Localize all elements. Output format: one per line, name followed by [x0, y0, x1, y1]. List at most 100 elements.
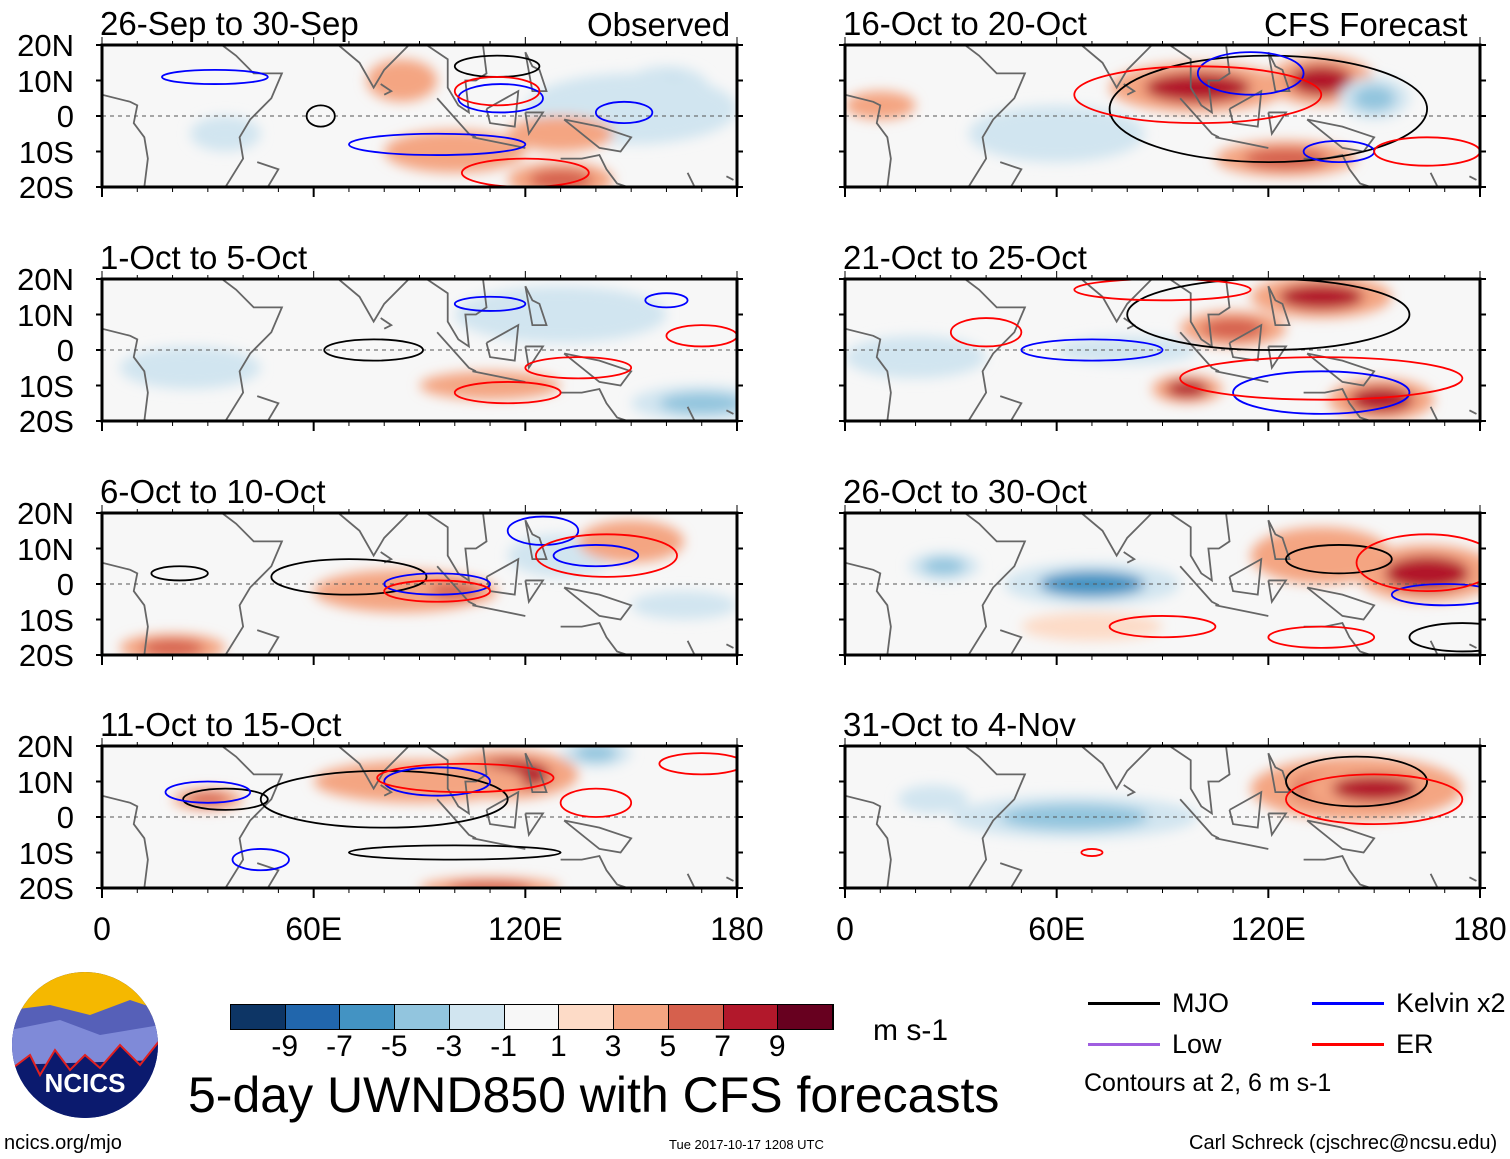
website-link[interactable]: ncics.org/mjo — [4, 1132, 122, 1154]
lat-tick-label: 10N — [17, 297, 74, 333]
coastline — [999, 161, 1023, 187]
colorbar-swatch — [449, 1005, 505, 1029]
colorbar-tick-label: -7 — [326, 1030, 353, 1063]
er-contour — [524, 356, 633, 380]
colorbar-tick-label: -1 — [490, 1030, 517, 1063]
map-panel — [96, 738, 743, 898]
kelvin-contour — [348, 132, 527, 156]
anomaly-core — [1243, 147, 1329, 170]
panel-title: 16-Oct to 20-Oct — [843, 5, 1087, 42]
lon-tick-label: 120E — [1230, 911, 1306, 947]
colorbar-swatch — [285, 1005, 341, 1029]
coastline — [1215, 604, 1269, 617]
er-contour — [383, 579, 491, 603]
er-contour — [376, 762, 555, 794]
anomaly-core — [1349, 386, 1413, 413]
anomaly-core — [659, 392, 737, 414]
lat-tick-label: 20N — [17, 496, 74, 531]
coastline — [1080, 45, 1153, 90]
coastline — [380, 317, 394, 330]
figure-title: 5-day UWND850 with CFS forecasts — [188, 1067, 1000, 1123]
timestamp: Tue 2017-10-17 1208 UTC — [669, 1137, 824, 1152]
coastline — [256, 629, 280, 655]
coastline — [1169, 513, 1231, 583]
anomaly-core — [922, 557, 965, 575]
legend-label: ER — [1396, 1029, 1434, 1059]
er-contour — [1073, 279, 1252, 302]
coastline — [1306, 352, 1376, 387]
panel-title: 11-Oct to 15-Oct — [100, 706, 342, 743]
kelvin-contour — [1390, 583, 1480, 607]
coastline — [1429, 640, 1439, 655]
map-panel — [839, 271, 1486, 431]
colorbar-swatch — [723, 1005, 779, 1029]
anomaly-blob — [119, 346, 261, 390]
coastline — [686, 172, 696, 187]
anomaly-core — [1353, 85, 1396, 112]
lon-tick-label: 180 — [1453, 911, 1507, 947]
coastline — [1429, 873, 1439, 888]
coastline — [686, 406, 696, 421]
anomaly-core — [1166, 380, 1209, 398]
coastline — [1169, 746, 1231, 816]
anomaly-core — [186, 792, 229, 806]
anomaly-core — [1144, 72, 1251, 103]
contour-note: Contours at 2, 6 m s-1 — [1084, 1069, 1332, 1097]
units-label: m s-1 — [873, 1014, 948, 1047]
coastline — [1469, 409, 1477, 415]
coastline — [221, 45, 284, 187]
colorbar-swatch — [668, 1005, 724, 1029]
er-contour — [453, 76, 541, 107]
coastline — [560, 622, 628, 655]
coastline — [1215, 136, 1269, 149]
lat-tick-label: 10N — [17, 531, 74, 567]
coastline — [560, 388, 628, 421]
coastline — [436, 798, 477, 840]
legend-mjo: MJO — [1088, 988, 1229, 1019]
lat-tick-label: 10S — [18, 602, 74, 638]
lat-tick-label: 0 — [56, 800, 74, 835]
coastline — [524, 51, 548, 93]
low-line-icon — [1088, 1043, 1160, 1046]
coastline — [845, 93, 892, 187]
coastline — [524, 345, 545, 371]
cfs-forecast-label: CFS Forecast — [1264, 6, 1468, 43]
coastline — [1080, 513, 1153, 558]
kelvin-contour — [594, 100, 654, 124]
legend-label: Low — [1172, 1029, 1222, 1059]
lon-tick-label: 180 — [710, 911, 764, 947]
colorbar-tick-label: 1 — [550, 1030, 567, 1063]
colorbar-tick-label: 3 — [604, 1030, 622, 1063]
coastline — [337, 513, 410, 558]
coastline — [1169, 45, 1231, 115]
colorbar-tick-label: 7 — [714, 1030, 731, 1063]
lat-tick-label: 20N — [17, 28, 74, 63]
lat-tick-label: 20S — [18, 871, 74, 906]
panel-title: 26-Sep to 30-Sep — [100, 5, 359, 42]
lat-tick-label: 10S — [18, 368, 74, 404]
mjo-contour — [182, 787, 269, 811]
coastline — [1469, 643, 1477, 649]
coastline — [524, 519, 548, 561]
er-contour — [665, 324, 737, 348]
coastline — [426, 279, 488, 349]
ncics-logo: NCICS — [12, 972, 158, 1118]
coastline — [221, 513, 284, 655]
er-contour — [559, 787, 633, 818]
anomaly-core — [1278, 283, 1364, 310]
coastline — [524, 812, 545, 838]
colorbar-swatch — [559, 1005, 615, 1029]
lat-tick-label: 10N — [17, 63, 74, 99]
kelvin-contour — [453, 295, 527, 312]
coastline — [102, 327, 149, 421]
er-contour — [658, 752, 737, 776]
kelvin-contour — [644, 292, 689, 309]
lat-tick-label: 10S — [18, 134, 74, 170]
anomaly-core — [1039, 571, 1145, 597]
colorbar-swatch — [231, 1005, 286, 1029]
legend-label: MJO — [1172, 988, 1229, 1018]
anomaly-core — [1331, 775, 1417, 802]
coastline — [1267, 285, 1291, 327]
coastline — [563, 586, 633, 621]
lat-tick-label: 20S — [18, 638, 74, 673]
